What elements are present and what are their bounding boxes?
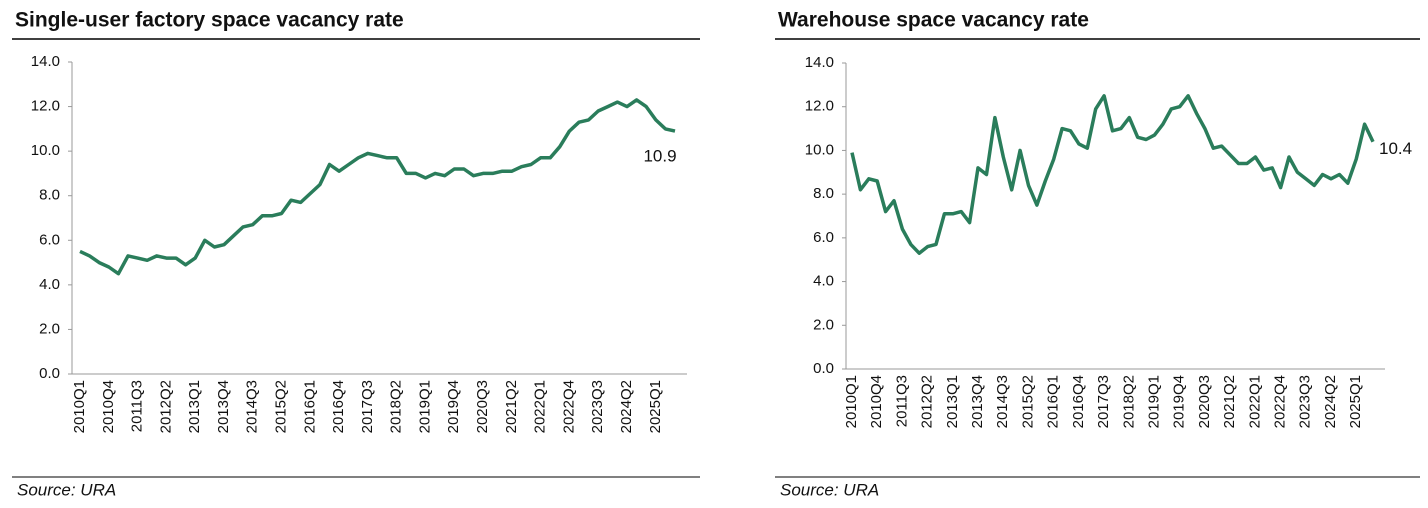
x-tick-label: 2016Q1	[1045, 375, 1062, 428]
end-value-label: 10.9	[643, 147, 676, 166]
chart-title: Single-user factory space vacancy rate	[15, 9, 404, 32]
end-value-label: 10.4	[1379, 139, 1412, 158]
y-tick-label: 4.0	[39, 276, 60, 293]
x-tick-label: 2024Q2	[618, 380, 635, 433]
x-tick-label: 2020Q3	[474, 380, 491, 433]
x-tick-label: 2025Q1	[647, 380, 664, 433]
x-tick-label: 2011Q3	[129, 380, 146, 432]
x-tick-label: 2015Q2	[1019, 375, 1036, 428]
x-tick-label: 2010Q1	[71, 380, 88, 433]
y-tick-label: 10.0	[805, 141, 834, 158]
x-tick-label: 2012Q2	[157, 380, 174, 433]
x-tick-label: 2018Q2	[388, 380, 405, 433]
x-tick-label: 2022Q1	[532, 380, 549, 433]
x-tick-label: 2024Q2	[1322, 375, 1339, 428]
x-tick-label: 2013Q1	[186, 380, 203, 433]
x-tick-label: 2021Q2	[1221, 375, 1238, 428]
y-tick-label: 4.0	[813, 273, 834, 290]
x-tick-label: 2017Q3	[1095, 375, 1112, 428]
x-tick-label: 2010Q4	[868, 375, 885, 428]
y-tick-label: 0.0	[39, 365, 60, 382]
x-tick-label: 2014Q3	[994, 375, 1011, 428]
x-tick-label: 2016Q4	[330, 380, 347, 433]
x-tick-label: 2019Q4	[1171, 375, 1188, 428]
y-tick-label: 8.0	[39, 187, 60, 204]
x-tick-label: 2011Q3	[893, 375, 910, 427]
x-tick-label: 2010Q4	[100, 380, 117, 433]
x-tick-label: 2013Q4	[969, 375, 986, 428]
data-line	[850, 94, 1375, 255]
x-tick-label: 2022Q4	[1272, 375, 1289, 428]
x-tick-label: 2016Q4	[1070, 375, 1087, 428]
x-tick-label: 2023Q3	[1297, 375, 1314, 428]
x-tick-label: 2013Q4	[215, 380, 232, 433]
y-tick-label: 6.0	[813, 229, 834, 246]
x-tick-label: 2015Q2	[273, 380, 290, 433]
x-tick-label: 2010Q1	[843, 375, 860, 428]
y-tick-label: 12.0	[805, 98, 834, 115]
y-tick-label: 14.0	[805, 54, 834, 71]
y-tick-label: 8.0	[813, 185, 834, 202]
y-tick-label: 0.0	[813, 360, 834, 377]
y-tick-label: 2.0	[39, 320, 60, 337]
x-tick-label: 2020Q3	[1196, 375, 1213, 428]
x-tick-label: 2021Q2	[503, 380, 520, 433]
x-tick-label: 2017Q3	[359, 380, 376, 433]
y-tick-label: 10.0	[31, 142, 60, 159]
x-tick-label: 2025Q1	[1347, 375, 1364, 428]
x-tick-label: 2013Q1	[944, 375, 961, 428]
x-tick-label: 2012Q2	[919, 375, 936, 428]
chart-title: Warehouse space vacancy rate	[778, 9, 1089, 32]
x-tick-label: 2022Q1	[1246, 375, 1263, 428]
y-tick-label: 2.0	[813, 316, 834, 333]
data-line	[79, 98, 676, 276]
y-tick-label: 12.0	[31, 98, 60, 115]
x-tick-label: 2019Q1	[416, 380, 433, 433]
x-tick-label: 2022Q4	[560, 380, 577, 433]
x-tick-label: 2019Q4	[445, 380, 462, 433]
x-tick-label: 2019Q1	[1145, 375, 1162, 428]
y-tick-label: 6.0	[39, 231, 60, 248]
y-tick-label: 14.0	[31, 53, 60, 70]
source: Source: URA	[17, 480, 116, 499]
x-tick-label: 2016Q1	[301, 380, 318, 433]
x-tick-label: 2014Q3	[244, 380, 261, 433]
source: Source: URA	[780, 480, 879, 499]
x-tick-label: 2018Q2	[1120, 375, 1137, 428]
x-tick-label: 2023Q3	[589, 380, 606, 433]
